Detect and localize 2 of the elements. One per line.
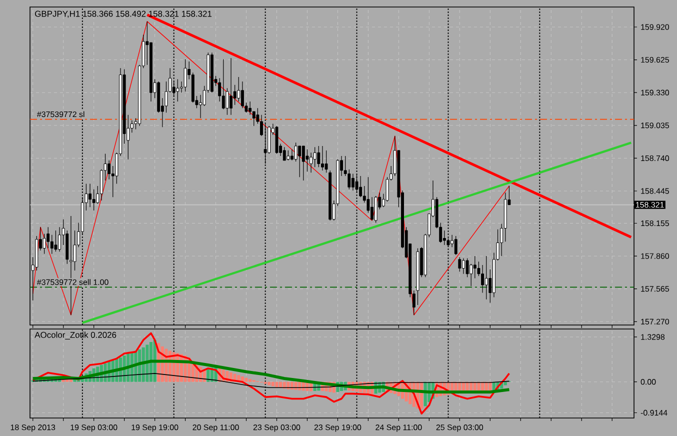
chart-title: GBPJPY,H1 158.366 158.492 158.321 158.321: [35, 10, 212, 18]
chart-title: AOcolor_Zotik 0.2026: [34, 332, 116, 340]
